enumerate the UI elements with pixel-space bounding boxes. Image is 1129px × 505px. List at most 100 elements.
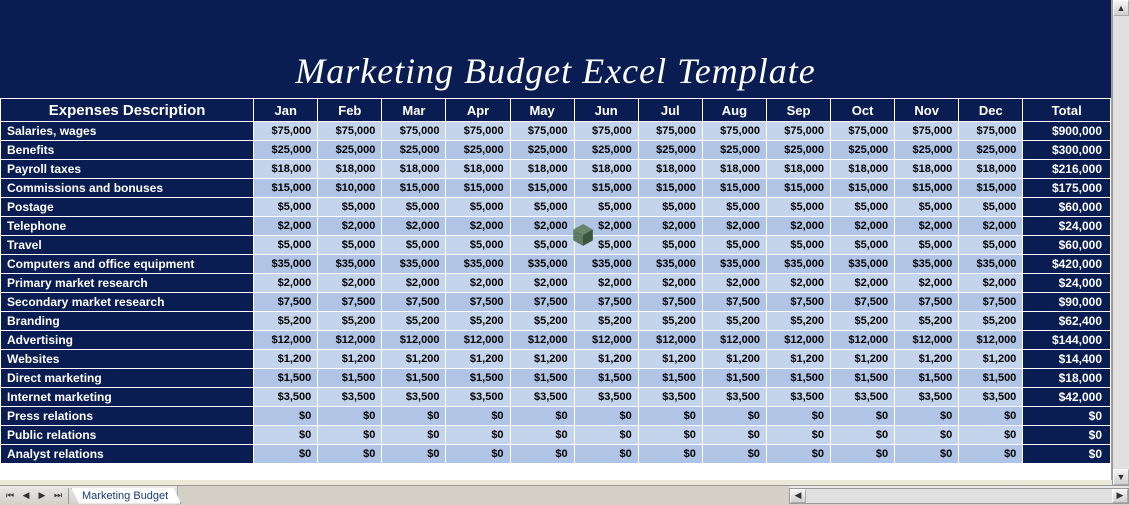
row-total[interactable]: $0 [1023,445,1111,464]
row-label[interactable]: Travel [1,236,254,255]
cell-value[interactable]: $7,500 [766,293,830,312]
row-label[interactable]: Direct marketing [1,369,254,388]
cell-value[interactable]: $0 [831,426,895,445]
cell-value[interactable]: $18,000 [318,160,382,179]
cell-value[interactable]: $12,000 [318,331,382,350]
row-label[interactable]: Analyst relations [1,445,254,464]
cell-value[interactable]: $0 [702,407,766,426]
cell-value[interactable]: $1,200 [638,350,702,369]
cell-value[interactable]: $75,000 [702,122,766,141]
cell-value[interactable]: $0 [382,407,446,426]
cell-value[interactable]: $1,200 [831,350,895,369]
cell-value[interactable]: $35,000 [959,255,1023,274]
cell-value[interactable]: $2,000 [895,274,959,293]
row-label[interactable]: Press relations [1,407,254,426]
cell-value[interactable]: $5,200 [702,312,766,331]
cell-value[interactable]: $25,000 [959,141,1023,160]
row-label[interactable]: Postage [1,198,254,217]
scroll-down-icon[interactable]: ▼ [1113,469,1129,485]
cell-value[interactable]: $18,000 [702,160,766,179]
row-total[interactable]: $144,000 [1023,331,1111,350]
cell-value[interactable]: $0 [446,407,510,426]
cell-value[interactable]: $75,000 [254,122,318,141]
row-label[interactable]: Payroll taxes [1,160,254,179]
cell-value[interactable]: $1,200 [766,350,830,369]
cell-value[interactable]: $0 [574,445,638,464]
cell-value[interactable]: $25,000 [318,141,382,160]
cell-value[interactable]: $10,000 [318,179,382,198]
cell-value[interactable]: $2,000 [574,274,638,293]
cell-value[interactable]: $5,000 [318,198,382,217]
header-month-feb[interactable]: Feb [318,99,382,122]
row-total[interactable]: $175,000 [1023,179,1111,198]
sheet-tab-marketing-budget[interactable]: Marketing Budget [71,488,181,504]
cell-value[interactable]: $5,200 [254,312,318,331]
cell-value[interactable]: $1,200 [254,350,318,369]
cell-value[interactable]: $0 [318,407,382,426]
header-month-oct[interactable]: Oct [831,99,895,122]
cell-value[interactable]: $25,000 [254,141,318,160]
cell-value[interactable]: $0 [831,445,895,464]
cell-value[interactable]: $2,000 [702,217,766,236]
cell-value[interactable]: $12,000 [638,331,702,350]
cell-value[interactable]: $5,000 [895,236,959,255]
row-label[interactable]: Public relations [1,426,254,445]
cell-value[interactable]: $0 [318,426,382,445]
cell-value[interactable]: $25,000 [831,141,895,160]
cell-value[interactable]: $7,500 [638,293,702,312]
header-month-jun[interactable]: Jun [574,99,638,122]
cell-value[interactable]: $35,000 [254,255,318,274]
cell-value[interactable]: $0 [574,426,638,445]
cell-value[interactable]: $0 [254,407,318,426]
cell-value[interactable]: $5,000 [702,236,766,255]
cell-value[interactable]: $35,000 [702,255,766,274]
cell-value[interactable]: $0 [766,407,830,426]
cell-value[interactable]: $5,200 [446,312,510,331]
cell-value[interactable]: $18,000 [510,160,574,179]
cell-value[interactable]: $35,000 [510,255,574,274]
cell-value[interactable]: $1,500 [831,369,895,388]
header-month-dec[interactable]: Dec [959,99,1023,122]
row-total[interactable]: $14,400 [1023,350,1111,369]
cell-value[interactable]: $75,000 [574,122,638,141]
scroll-up-icon[interactable]: ▲ [1113,0,1129,16]
cell-value[interactable]: $1,200 [895,350,959,369]
cell-value[interactable]: $3,500 [382,388,446,407]
cell-value[interactable]: $5,000 [766,236,830,255]
cell-value[interactable]: $25,000 [702,141,766,160]
header-month-mar[interactable]: Mar [382,99,446,122]
tab-prev-icon[interactable]: ◀ [18,488,34,504]
vscroll-track[interactable] [1113,16,1129,469]
cell-value[interactable]: $15,000 [895,179,959,198]
row-total[interactable]: $90,000 [1023,293,1111,312]
cell-value[interactable]: $0 [510,445,574,464]
cell-value[interactable]: $15,000 [766,179,830,198]
row-label[interactable]: Branding [1,312,254,331]
cell-value[interactable]: $25,000 [382,141,446,160]
cell-value[interactable]: $18,000 [638,160,702,179]
cell-value[interactable]: $5,000 [382,236,446,255]
row-total[interactable]: $216,000 [1023,160,1111,179]
cell-value[interactable]: $1,500 [510,369,574,388]
cell-value[interactable]: $5,000 [446,236,510,255]
row-total[interactable]: $0 [1023,407,1111,426]
cell-value[interactable]: $5,200 [382,312,446,331]
cell-value[interactable]: $18,000 [766,160,830,179]
cell-value[interactable]: $7,500 [318,293,382,312]
cell-value[interactable]: $1,500 [959,369,1023,388]
cell-value[interactable]: $75,000 [959,122,1023,141]
header-total[interactable]: Total [1023,99,1111,122]
cell-value[interactable]: $0 [638,407,702,426]
row-total[interactable]: $60,000 [1023,198,1111,217]
cell-value[interactable]: $12,000 [510,331,574,350]
cell-value[interactable]: $5,000 [895,198,959,217]
row-total[interactable]: $42,000 [1023,388,1111,407]
row-total[interactable]: $18,000 [1023,369,1111,388]
cell-value[interactable]: $3,500 [254,388,318,407]
cell-value[interactable]: $1,200 [510,350,574,369]
cell-value[interactable]: $35,000 [766,255,830,274]
cell-value[interactable]: $0 [254,445,318,464]
header-month-may[interactable]: May [510,99,574,122]
cell-value[interactable]: $0 [766,426,830,445]
cell-value[interactable]: $5,000 [574,236,638,255]
